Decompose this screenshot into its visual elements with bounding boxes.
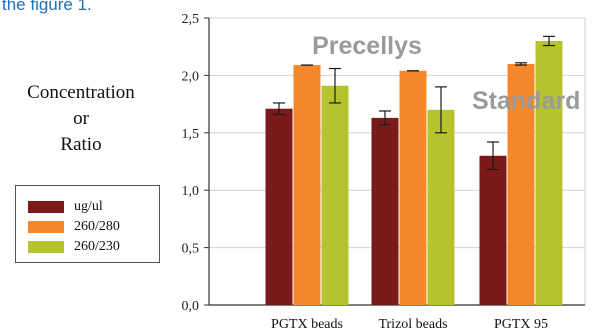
y-tick-label: 2,0: [182, 69, 200, 84]
y-tick-label: 1,0: [182, 184, 200, 199]
bar: [507, 63, 535, 305]
x-category-label: PGTX 95: [494, 317, 548, 331]
y-axis-label-line: Ratio: [60, 134, 102, 155]
legend-item-260-230: 260/230: [28, 237, 120, 257]
y-tick-label: 0,5: [182, 242, 200, 257]
caption-fragment: the figure 1.: [2, 0, 92, 14]
legend-label: 260/280: [74, 219, 120, 234]
chart-annotation: Standard: [472, 87, 580, 115]
legend-item-260-280: 260/280: [28, 217, 120, 237]
x-category-label: PGTX beads: [271, 317, 343, 331]
bar: [479, 155, 507, 305]
legend-label: ug/ul: [74, 199, 103, 214]
y-tick-label: 0,0: [182, 299, 200, 314]
bar: [321, 85, 349, 306]
y-axis-label: Concentration or Ratio: [0, 80, 162, 158]
legend-swatch: [28, 201, 64, 213]
bar: [293, 65, 321, 306]
legend-label: 260/230: [74, 239, 120, 254]
bar: [371, 117, 399, 305]
bar: [265, 108, 293, 305]
legend-item-ug-ul: ug/ul: [28, 197, 103, 217]
bar: [427, 109, 455, 305]
bar: [399, 70, 427, 305]
chart-annotation: Precellys: [312, 32, 422, 60]
y-tick-label: 1,5: [182, 127, 200, 142]
x-category-label: Trizol beads: [378, 317, 447, 331]
legend: ug/ul 260/280 260/230: [15, 185, 160, 263]
y-axis-label-line: Concentration: [27, 82, 135, 103]
y-axis-label-line: or: [73, 108, 89, 129]
y-tick-label: 2,5: [182, 12, 200, 27]
legend-swatch: [28, 241, 64, 253]
legend-swatch: [28, 221, 64, 233]
bar: [535, 40, 563, 306]
